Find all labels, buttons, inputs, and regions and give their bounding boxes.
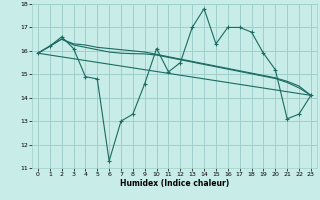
X-axis label: Humidex (Indice chaleur): Humidex (Indice chaleur) [120,179,229,188]
